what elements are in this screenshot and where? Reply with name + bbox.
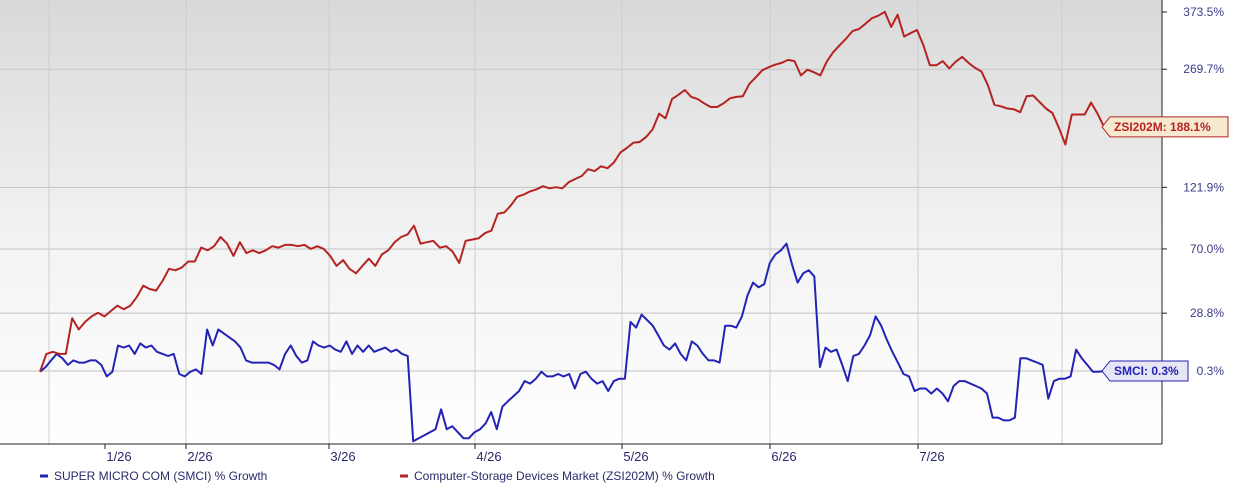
smci-last-value-tag: SMCI: 0.3% [1101, 360, 1189, 382]
x-tick-label: 3/26 [330, 449, 355, 464]
plot-background [0, 0, 1162, 444]
y-tick-label: 0.3% [1197, 364, 1225, 378]
x-tick-label: 6/26 [771, 449, 796, 464]
last-value-tags: SMCI: 0.3% ZSI202M: 188.1% [1101, 116, 1229, 382]
zsi202m-last-value-tag: ZSI202M: 188.1% [1101, 116, 1229, 138]
legend-item-zsi202m: Computer-Storage Devices Market (ZSI202M… [400, 469, 715, 483]
x-axis: 1/26 2/26 3/26 4/26 5/26 6/26 7/26 [104, 444, 945, 464]
y-tick-label: 70.0% [1190, 242, 1224, 256]
x-tick-label: 1/26 [106, 449, 131, 464]
y-tick-label: 373.5% [1183, 5, 1224, 19]
legend-item-smci: SUPER MICRO COM (SMCI) % Growth [40, 469, 267, 483]
legend: SUPER MICRO COM (SMCI) % Growth Computer-… [40, 469, 715, 483]
series-lines [39, 10, 1105, 443]
x-tick-label: 2/26 [187, 449, 212, 464]
gridlines [0, 0, 1162, 444]
zsi202m-series-line [39, 10, 1105, 373]
x-tick-label: 4/26 [476, 449, 501, 464]
smci-series-line [39, 242, 1105, 443]
last-value-label: SMCI: 0.3% [1114, 364, 1179, 378]
x-tick-label: 5/26 [623, 449, 648, 464]
y-axis: 373.5%269.7%188.1%121.9%70.0%28.8%0.3% [1162, 5, 1224, 378]
x-tick-label: 7/26 [919, 449, 944, 464]
y-tick-label: 269.7% [1183, 62, 1224, 76]
legend-label: Computer-Storage Devices Market (ZSI202M… [414, 469, 715, 483]
last-value-label: ZSI202M: 188.1% [1114, 120, 1211, 134]
y-tick-label: 121.9% [1183, 180, 1224, 194]
y-tick-label: 28.8% [1190, 306, 1224, 320]
legend-label: SUPER MICRO COM (SMCI) % Growth [54, 469, 267, 483]
